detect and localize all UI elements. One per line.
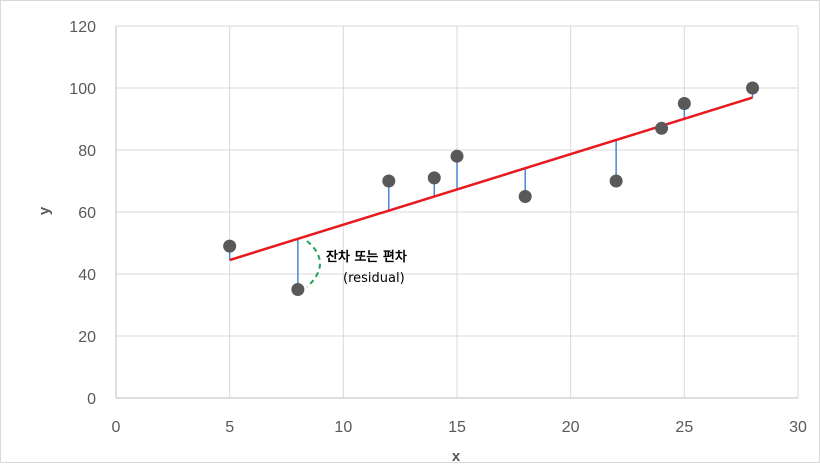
x-tick-label: 25 bbox=[675, 419, 693, 436]
data-point bbox=[609, 174, 623, 188]
y-tick-label: 60 bbox=[78, 205, 96, 222]
data-point bbox=[427, 171, 441, 185]
data-point bbox=[518, 190, 532, 203]
residual-annotation-arc bbox=[306, 240, 321, 288]
data-point bbox=[382, 174, 396, 188]
annotation-label-residual: (residual) bbox=[343, 271, 405, 286]
x-tick-label: 20 bbox=[562, 419, 580, 436]
x-tick-label: 0 bbox=[112, 419, 121, 436]
data-point bbox=[223, 239, 237, 253]
data-point bbox=[291, 283, 305, 296]
x-tick-label: 30 bbox=[789, 419, 807, 436]
regression-line bbox=[229, 96, 753, 262]
residual-lines bbox=[228, 88, 754, 290]
x-tick-label: 10 bbox=[334, 419, 352, 436]
y-tick-label: 0 bbox=[87, 391, 96, 408]
tick-labels: 0 20 40 60 80 100 120 0 5 10 15 20 25 30 bbox=[69, 19, 807, 436]
y-tick-label: 40 bbox=[78, 267, 96, 284]
y-tick-label: 120 bbox=[69, 19, 96, 36]
x-axis-title: x bbox=[452, 448, 461, 464]
y-tick-label: 80 bbox=[78, 143, 96, 160]
data-point bbox=[450, 149, 464, 163]
data-point bbox=[655, 121, 669, 135]
y-axis-title: y bbox=[36, 206, 53, 215]
y-tick-label: 20 bbox=[78, 329, 96, 346]
x-tick-label: 5 bbox=[225, 419, 234, 436]
regression-line-group bbox=[229, 96, 753, 262]
annotation-label-korean: 잔차 또는 편차 bbox=[326, 249, 407, 265]
data-point bbox=[746, 81, 760, 95]
grid bbox=[115, 25, 799, 399]
y-tick-label: 100 bbox=[69, 81, 96, 98]
data-point bbox=[677, 97, 691, 110]
x-tick-label: 15 bbox=[448, 419, 466, 436]
data-points bbox=[223, 81, 760, 296]
